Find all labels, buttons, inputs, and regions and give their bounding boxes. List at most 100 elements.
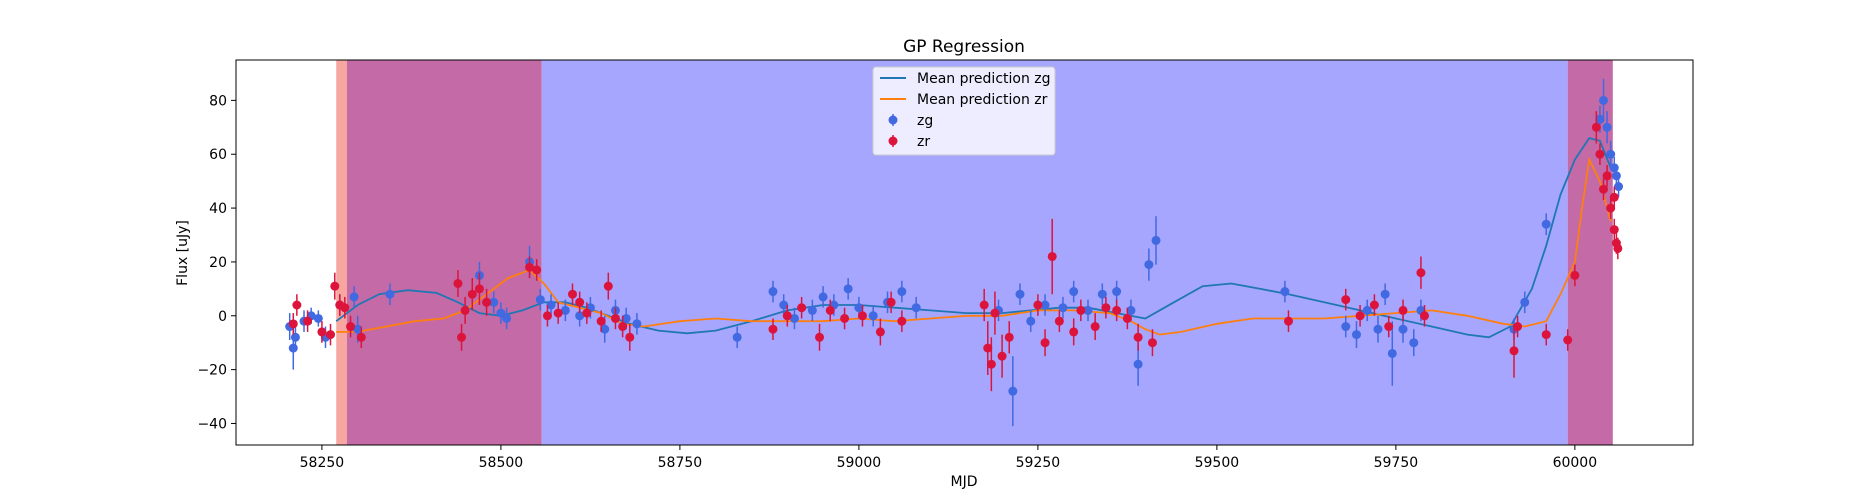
point-zg — [385, 283, 395, 305]
x-tick-label: 58250 — [300, 455, 345, 471]
marker-zr — [330, 281, 340, 291]
marker-zg — [1026, 316, 1036, 326]
marker-zr — [525, 262, 535, 272]
marker-zr — [979, 300, 989, 310]
marker-zr — [596, 316, 606, 326]
point-zr — [979, 288, 989, 322]
marker-zr — [990, 308, 1000, 318]
point-zg — [818, 286, 828, 308]
point-zr — [1398, 299, 1408, 322]
point-zr — [1509, 323, 1519, 378]
marker-zr — [1609, 225, 1619, 235]
point-zg — [546, 294, 556, 316]
point-zg — [1373, 315, 1383, 343]
line-mean-prediction-zg — [335, 137, 1612, 339]
point-zr — [1420, 305, 1430, 327]
marker-zr — [340, 303, 350, 313]
point-zr — [1602, 165, 1612, 187]
x-axis-label: MJD — [951, 474, 978, 490]
point-zg — [1097, 283, 1107, 305]
point-zg — [1606, 140, 1616, 168]
marker-zr — [1122, 313, 1132, 323]
point-zg — [807, 299, 817, 322]
x-tick-label: 59000 — [837, 455, 882, 471]
marker-zg — [911, 303, 921, 313]
marker-zr — [292, 300, 302, 310]
legend-box — [872, 66, 1056, 156]
marker-zg — [1595, 114, 1605, 124]
point-zr — [825, 299, 835, 322]
marker-zr — [1599, 184, 1609, 194]
marker-zg — [290, 332, 300, 342]
marker-zr — [875, 327, 885, 337]
marker-zg — [1541, 219, 1551, 229]
point-zr — [1283, 310, 1293, 332]
marker-zr — [886, 297, 896, 307]
marker-zg — [1387, 348, 1397, 358]
marker-zr — [326, 330, 336, 340]
point-zg — [1380, 283, 1390, 305]
point-zr — [340, 296, 350, 319]
legend-zg-label: zg — [917, 113, 933, 129]
point-zr — [575, 291, 585, 314]
point-zr — [542, 305, 552, 327]
point-zr — [797, 296, 807, 319]
point-zg — [1614, 175, 1624, 198]
y-tick-label: 80 — [209, 93, 227, 109]
marker-zr — [1283, 316, 1293, 326]
point-zr — [1609, 218, 1619, 241]
point-zr — [1613, 237, 1623, 260]
point-zg — [1069, 280, 1079, 303]
marker-zr — [1076, 305, 1086, 315]
point-zr — [1040, 329, 1050, 357]
marker-zr — [303, 316, 313, 326]
point-zg — [349, 286, 359, 308]
marker-zr — [457, 332, 467, 342]
marker-zg — [575, 311, 585, 321]
plot-frame — [235, 59, 1694, 446]
point-zr — [1004, 321, 1014, 354]
point-zr — [897, 310, 907, 332]
marker-zg — [768, 287, 778, 297]
point-zg — [789, 307, 799, 330]
marker-zr — [542, 311, 552, 321]
marker-zg — [897, 287, 907, 297]
point-zg — [1083, 299, 1093, 322]
point-zr — [768, 318, 778, 340]
marker-zg — [1520, 297, 1530, 307]
point-zg — [868, 305, 878, 327]
marker-zg — [496, 308, 506, 318]
shaded-regions — [336, 60, 1613, 445]
marker-zg — [1599, 95, 1609, 105]
point-zg — [1520, 291, 1530, 314]
point-zr — [356, 326, 366, 349]
point-zr — [1090, 313, 1100, 340]
marker-zr — [1420, 311, 1430, 321]
point-zr — [1069, 318, 1079, 346]
marker-zg — [1602, 122, 1612, 132]
point-zr — [1076, 299, 1086, 322]
point-zg — [1026, 310, 1036, 332]
marker-zg — [1380, 289, 1390, 299]
marker-zg — [779, 300, 789, 310]
marker-zg — [1614, 182, 1624, 192]
point-zg — [502, 307, 512, 330]
point-zr — [1570, 264, 1580, 287]
marker-zg — [1058, 303, 1068, 313]
marker-zr — [1033, 300, 1043, 310]
marker-zg — [843, 284, 853, 294]
point-zg — [560, 299, 570, 322]
marker-zr — [625, 332, 635, 342]
point-zr — [346, 315, 356, 338]
marker-zg — [1097, 289, 1107, 299]
point-zg — [489, 291, 499, 314]
marker-zr — [575, 297, 585, 307]
point-zr — [467, 278, 477, 311]
point-zr — [1047, 218, 1057, 295]
marker-zg — [1362, 305, 1372, 315]
point-zg — [1599, 78, 1609, 122]
marker-zr — [482, 297, 492, 307]
x-tick-label: 60000 — [1553, 455, 1598, 471]
y-tick-label: 20 — [209, 255, 227, 271]
point-zg — [732, 326, 742, 349]
